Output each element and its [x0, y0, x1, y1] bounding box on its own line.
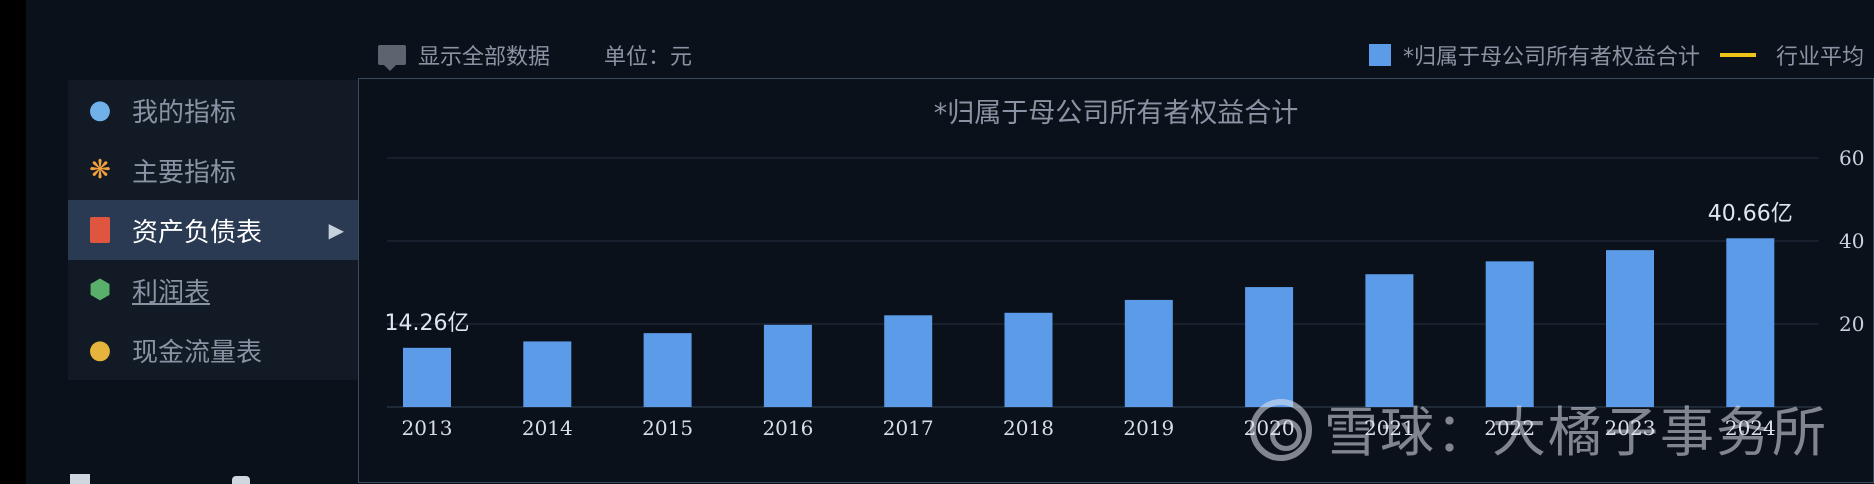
bar[interactable] [1485, 261, 1534, 407]
legend-avg-label[interactable]: 行业平均 [1775, 45, 1864, 70]
y-tick-label: 20 [1839, 312, 1864, 336]
bar[interactable] [1124, 299, 1173, 407]
unit-label: 单位：元 [604, 45, 693, 70]
sidebar-item-main-indicators[interactable]: ❋ 主要指标 [68, 140, 358, 200]
document-icon [86, 216, 114, 244]
x-tick-label: 2024 [1725, 416, 1776, 440]
bar[interactable] [643, 333, 692, 407]
y-tick-label: 60 [1839, 146, 1864, 170]
bar[interactable] [523, 341, 572, 407]
star-icon: ❋ [89, 155, 111, 185]
arrow-right-icon: ▶ [328, 218, 344, 242]
sidebar-item-income-statement[interactable]: ⬢ 利润表 [68, 260, 358, 320]
snowball-logo-icon [1250, 399, 1312, 461]
comment-icon[interactable] [378, 45, 406, 71]
bar[interactable] [403, 347, 451, 407]
legend-swatch-line[interactable] [1719, 53, 1756, 57]
bar[interactable] [1606, 250, 1654, 407]
sidebar-item-balance-sheet[interactable]: 资产负债表 ▶ [68, 200, 358, 260]
chart-area: *归属于母公司所有者权益合计 20 40 60 2013 2014 2015 2016 201… [358, 78, 1874, 483]
x-tick-label: 2021 [1364, 416, 1415, 440]
x-tick-label: 2017 [883, 416, 934, 440]
bar[interactable] [884, 315, 933, 407]
x-tick-label: 2014 [522, 416, 573, 440]
sidebar-item-my-indicators[interactable]: ● 我的指标 [68, 80, 358, 140]
sidebar-item-cash-flow[interactable]: ● 现金流量表 [68, 320, 358, 380]
bar[interactable] [1004, 312, 1053, 407]
chart-title: *归属于母公司所有者权益合计 [933, 98, 1299, 129]
x-tick-label: 2018 [1003, 416, 1054, 440]
show-all-data-toggle[interactable]: 显示全部数据 [418, 45, 551, 70]
partial-icon [232, 476, 250, 484]
left-edge-strip [0, 0, 26, 484]
watermark: 雪球：大橘子事务所 [1250, 388, 1828, 467]
bar[interactable] [1726, 238, 1775, 407]
data-label: 40.66亿 [1708, 201, 1793, 226]
bar[interactable] [1245, 287, 1294, 407]
data-label: 14.26亿 [385, 311, 470, 336]
legend-swatch-bar[interactable] [1368, 44, 1391, 66]
x-tick-label: 2013 [402, 416, 453, 440]
y-tick-label: 40 [1839, 229, 1864, 253]
sidebar-nav: ● 我的指标 ❋ 主要指标 资产负债表 ▶ ⬢ 利润表 ● 现金流量表 [68, 80, 358, 380]
x-tick-label: 2023 [1605, 416, 1656, 440]
x-tick-label: 2019 [1123, 416, 1174, 440]
chart-toolbar: 显示全部数据 单位：元 [378, 38, 692, 72]
sidebar-item-label: 资产负债表 [132, 217, 263, 248]
coins-icon: ● [88, 335, 112, 365]
sidebar-item-label: 我的指标 [132, 97, 237, 128]
sidebar-item-label: 现金流量表 [132, 337, 263, 368]
watermark-text: 雪球：大橘子事务所 [1324, 401, 1828, 464]
sidebar-item-label: 主要指标 [132, 157, 237, 188]
chart-legend: *归属于母公司所有者权益合计 行业平均 [1368, 38, 1864, 72]
x-tick-label: 2022 [1484, 416, 1535, 440]
user-icon: ● [88, 95, 112, 125]
x-tick-label: 2016 [762, 416, 813, 440]
x-tick-label: 2015 [642, 416, 693, 440]
sidebar-item-label: 利润表 [132, 277, 211, 308]
bar[interactable] [763, 324, 812, 407]
legend-series-label[interactable]: *归属于母公司所有者权益合计 [1402, 45, 1700, 70]
cubes-icon: ⬢ [88, 275, 112, 305]
bar[interactable] [1365, 274, 1414, 407]
partial-icon [70, 474, 90, 484]
